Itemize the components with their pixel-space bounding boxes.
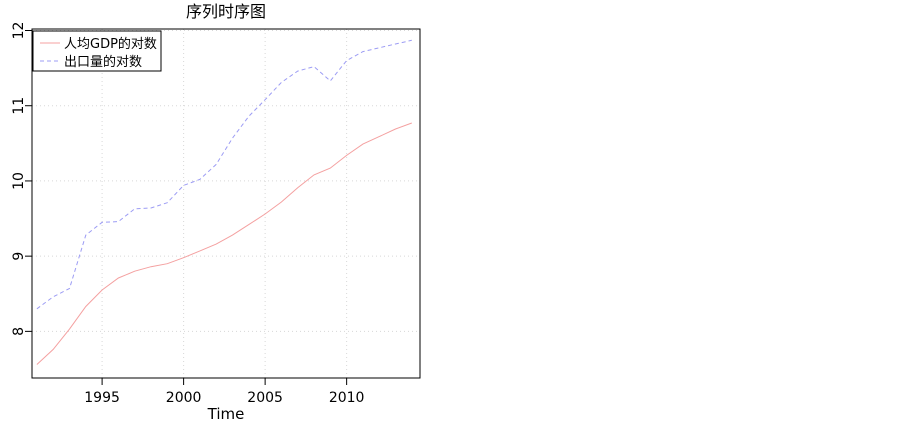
legend-label: 人均GDP的对数 — [64, 36, 157, 52]
series-line-1 — [36, 122, 412, 365]
legend-box — [32, 30, 162, 72]
y-tick-label: 8 — [11, 327, 27, 336]
y-tick-label: 11 — [11, 97, 27, 115]
x-tick-label: 1995 — [84, 390, 120, 406]
y-axis: 8 9 10 11 12 — [11, 22, 33, 336]
x-tick-label: 2005 — [247, 390, 283, 406]
y-tick-label: 9 — [11, 252, 27, 261]
x-axis: 1995 2000 2005 2010 — [84, 377, 365, 406]
series-line-2 — [36, 39, 412, 310]
legend-label: 出口量的对数 — [64, 54, 142, 70]
x-tick-label: 2010 — [329, 390, 365, 406]
y-tick-label: 10 — [11, 172, 27, 190]
x-axis-title: Time — [207, 405, 245, 423]
series-lines — [36, 39, 412, 365]
y-tick-label: 12 — [11, 22, 27, 40]
plot-frame — [31, 28, 421, 379]
x-tick-label: 2000 — [166, 390, 202, 406]
chart-title: 序列时序图 — [186, 2, 266, 21]
grid — [32, 29, 420, 378]
